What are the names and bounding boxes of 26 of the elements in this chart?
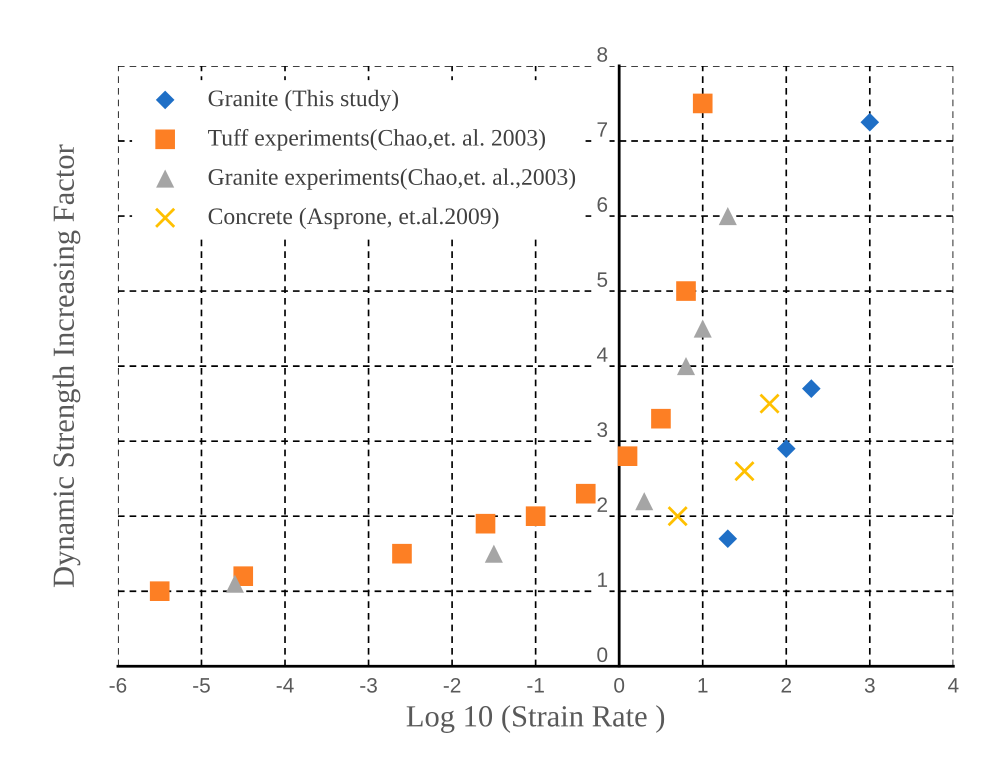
y-tick-label: 2	[598, 497, 608, 512]
y-axis-title: Dynamic Strength Increasing Factor	[52, 144, 80, 588]
y-tick-label: 3	[597, 422, 608, 438]
x-tick-label: -5	[193, 678, 210, 693]
legend-label: Granite experiments(Chao,et. al.,2003)	[208, 168, 576, 190]
x-tick-label: 2	[782, 678, 792, 692]
x-tick-label: -2	[444, 678, 460, 692]
y-tick-label: 1	[598, 572, 608, 587]
y-tick-label: 6	[598, 197, 608, 212]
y-tick-label: 8	[597, 47, 608, 62]
x-tick-label: -6	[110, 678, 126, 693]
y-tick-label: 7	[598, 122, 608, 137]
x-tick-label: 4	[948, 678, 959, 692]
y-tick-label: 0	[597, 647, 608, 662]
x-tick-label: -1	[527, 678, 544, 692]
y-tick-label: 5	[597, 272, 608, 287]
x-tick-label: 3	[864, 678, 875, 693]
x-tick-label: -4	[276, 678, 294, 692]
x-tick-label: -3	[360, 678, 377, 693]
x-tick-label: 1	[698, 678, 708, 692]
x-axis-title: Log 10 (Strain Rate )	[406, 705, 664, 733]
legend-label: Concrete (Asprone, et.al.2009)	[208, 208, 498, 230]
legend-label: Tuff experiments(Chao,et. al. 2003)	[208, 128, 546, 151]
legend-label: Granite (This study)	[208, 90, 398, 112]
y-tick-label: 4	[596, 347, 608, 362]
x-tick-label: 0	[614, 678, 624, 693]
